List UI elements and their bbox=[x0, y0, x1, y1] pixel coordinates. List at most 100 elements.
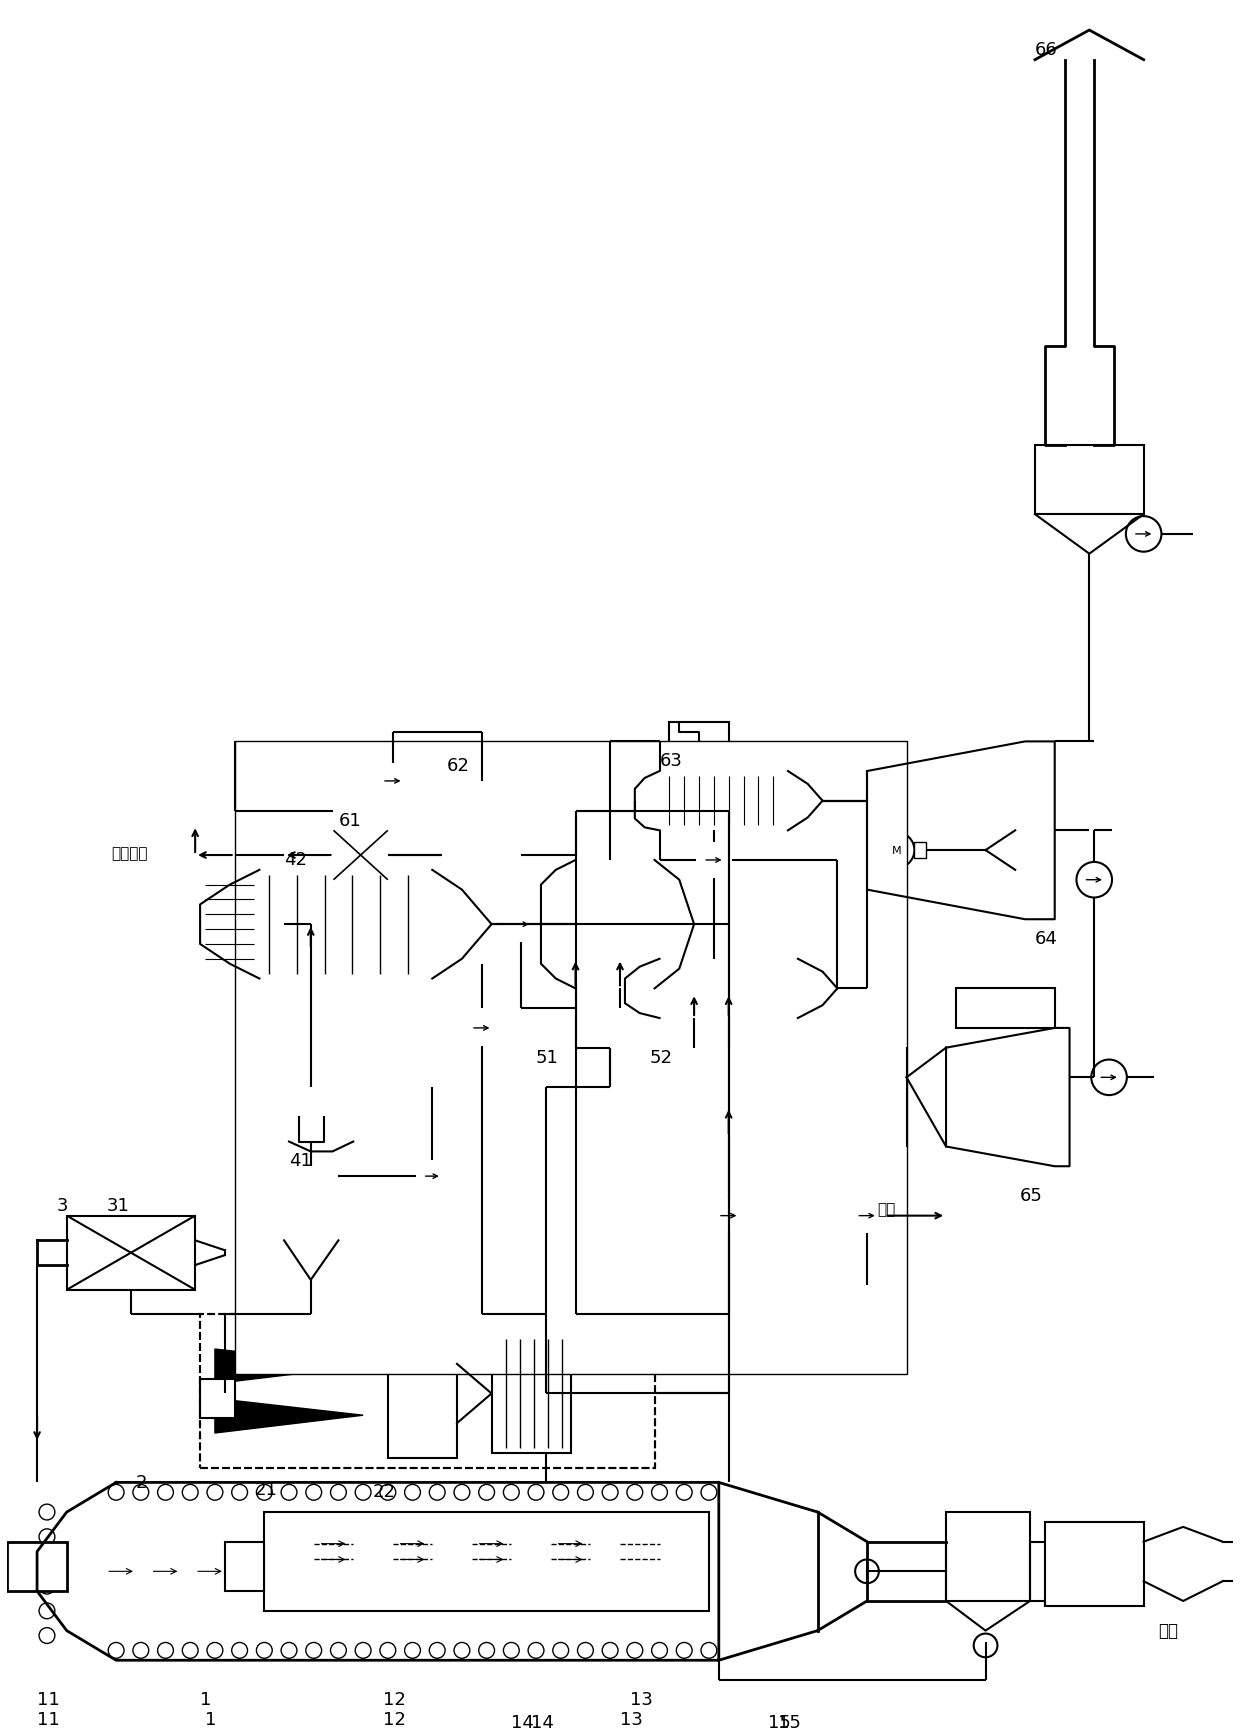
Ellipse shape bbox=[443, 954, 521, 973]
Bar bbox=[7, 1541, 67, 1592]
Circle shape bbox=[528, 1484, 544, 1500]
Bar bbox=[443, 781, 521, 965]
Text: 62: 62 bbox=[448, 757, 470, 774]
Text: 酸性气体: 酸性气体 bbox=[112, 845, 148, 861]
Circle shape bbox=[553, 1642, 569, 1658]
Bar bbox=[491, 1334, 570, 1453]
Text: M: M bbox=[892, 845, 901, 856]
Bar bbox=[224, 1541, 264, 1592]
Bar bbox=[660, 771, 787, 831]
Bar bbox=[575, 861, 655, 989]
Circle shape bbox=[503, 1484, 520, 1500]
Circle shape bbox=[38, 1529, 55, 1545]
Text: 31: 31 bbox=[107, 1197, 129, 1214]
Circle shape bbox=[528, 1642, 544, 1658]
Text: 2: 2 bbox=[136, 1472, 148, 1491]
Circle shape bbox=[133, 1484, 149, 1500]
Circle shape bbox=[676, 1484, 692, 1500]
Text: 22: 22 bbox=[373, 1483, 396, 1500]
Text: 42: 42 bbox=[284, 850, 308, 868]
Text: 14: 14 bbox=[531, 1713, 554, 1730]
Circle shape bbox=[849, 1199, 885, 1233]
Circle shape bbox=[257, 1484, 273, 1500]
Bar bbox=[259, 871, 491, 979]
Bar bbox=[956, 989, 1055, 1029]
Circle shape bbox=[553, 1484, 569, 1500]
Circle shape bbox=[374, 764, 410, 798]
Circle shape bbox=[281, 1484, 296, 1500]
Circle shape bbox=[379, 1484, 396, 1500]
Circle shape bbox=[379, 1642, 396, 1658]
Circle shape bbox=[701, 1484, 717, 1500]
Circle shape bbox=[232, 1642, 248, 1658]
Polygon shape bbox=[215, 1399, 363, 1432]
Text: 11: 11 bbox=[37, 1709, 60, 1727]
Circle shape bbox=[676, 1642, 692, 1658]
Text: 41: 41 bbox=[289, 1152, 312, 1169]
Circle shape bbox=[331, 882, 356, 908]
Text: 52: 52 bbox=[650, 1048, 672, 1067]
Bar bbox=[200, 1379, 234, 1419]
Text: 51: 51 bbox=[536, 1048, 559, 1067]
Circle shape bbox=[479, 1642, 495, 1658]
Circle shape bbox=[578, 1642, 593, 1658]
Circle shape bbox=[157, 1484, 174, 1500]
Bar bbox=[1045, 1522, 1143, 1606]
Circle shape bbox=[38, 1604, 55, 1619]
Bar bbox=[670, 722, 729, 752]
Circle shape bbox=[651, 1642, 667, 1658]
Circle shape bbox=[133, 1642, 149, 1658]
Circle shape bbox=[281, 1642, 296, 1658]
Circle shape bbox=[306, 1642, 321, 1658]
Text: 11: 11 bbox=[37, 1690, 60, 1708]
Text: 3: 3 bbox=[57, 1197, 68, 1214]
Circle shape bbox=[38, 1628, 55, 1644]
Text: 1: 1 bbox=[205, 1709, 217, 1727]
Text: 13: 13 bbox=[630, 1690, 652, 1708]
Circle shape bbox=[627, 1642, 642, 1658]
Circle shape bbox=[603, 1642, 618, 1658]
Circle shape bbox=[182, 1642, 198, 1658]
Text: 1: 1 bbox=[200, 1690, 212, 1708]
Circle shape bbox=[479, 1484, 495, 1500]
Text: 61: 61 bbox=[339, 811, 361, 830]
Bar bbox=[200, 1315, 655, 1467]
Circle shape bbox=[503, 908, 539, 942]
Circle shape bbox=[38, 1554, 55, 1569]
Bar bbox=[200, 1315, 655, 1467]
Text: 排渣: 排渣 bbox=[1158, 1621, 1178, 1638]
Circle shape bbox=[856, 1559, 879, 1583]
Text: 12: 12 bbox=[383, 1709, 405, 1727]
Circle shape bbox=[331, 1484, 346, 1500]
Circle shape bbox=[1091, 1060, 1127, 1095]
Circle shape bbox=[464, 1010, 500, 1046]
Circle shape bbox=[417, 1160, 448, 1192]
Bar bbox=[284, 1167, 339, 1240]
Circle shape bbox=[207, 1484, 223, 1500]
Ellipse shape bbox=[443, 771, 521, 792]
Circle shape bbox=[404, 1642, 420, 1658]
Circle shape bbox=[232, 1484, 248, 1500]
Circle shape bbox=[454, 1484, 470, 1500]
Circle shape bbox=[355, 1642, 371, 1658]
Text: 65: 65 bbox=[1021, 1186, 1043, 1204]
Bar bbox=[388, 1330, 458, 1458]
Circle shape bbox=[207, 1642, 223, 1658]
Bar bbox=[67, 1216, 195, 1290]
Circle shape bbox=[603, 1484, 618, 1500]
Circle shape bbox=[355, 1484, 371, 1500]
Circle shape bbox=[879, 833, 914, 868]
Text: 21: 21 bbox=[254, 1481, 278, 1498]
Polygon shape bbox=[215, 1349, 363, 1384]
Text: 66: 66 bbox=[1035, 42, 1058, 59]
Text: 15: 15 bbox=[769, 1713, 791, 1730]
Circle shape bbox=[331, 1642, 346, 1658]
Text: 13: 13 bbox=[620, 1709, 642, 1727]
Circle shape bbox=[578, 1484, 593, 1500]
Bar bbox=[264, 1512, 709, 1611]
Circle shape bbox=[711, 1199, 746, 1233]
Circle shape bbox=[108, 1642, 124, 1658]
Bar bbox=[234, 741, 906, 1373]
Text: 64: 64 bbox=[1035, 930, 1058, 947]
Circle shape bbox=[1076, 863, 1112, 897]
